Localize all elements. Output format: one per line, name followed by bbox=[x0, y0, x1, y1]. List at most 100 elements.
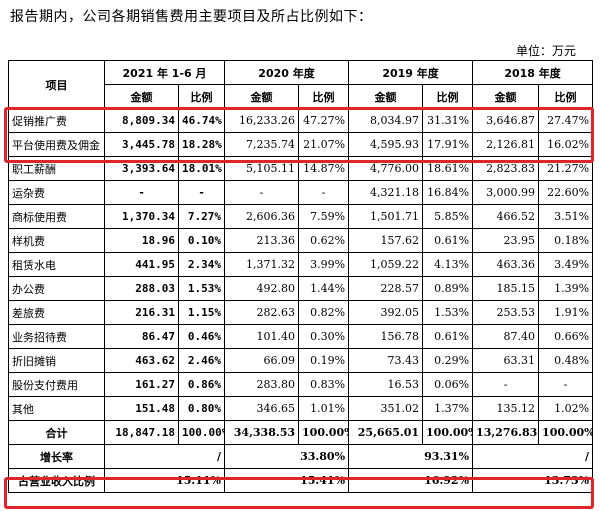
ratio-cell: 100.00% bbox=[422, 420, 474, 445]
amount-cell: 63.31 bbox=[472, 348, 540, 373]
ratio-cell: - bbox=[538, 372, 594, 397]
ratio-cell: 2.34% bbox=[177, 252, 226, 277]
row-item-name: 其他 bbox=[8, 396, 105, 421]
amount-cell: 101.40 bbox=[224, 324, 300, 349]
amount-cell: 2,823.83 bbox=[472, 156, 540, 181]
amount-cell: 2,126.81 bbox=[472, 132, 540, 157]
header-period-2020: 2020 年度 bbox=[224, 60, 350, 85]
amount-cell: 351.02 bbox=[348, 396, 424, 421]
table-row: 差旅费 216.31 1.15% 282.63 0.82% 392.05 1.53% 253.… bbox=[8, 300, 594, 325]
table-row: 职工薪酬 3,393.64 18.01% 5,105.11 14.87% 4,776.00… bbox=[8, 156, 594, 181]
ratio-cell: 7.27% bbox=[177, 204, 226, 229]
row-item-name: 商标使用费 bbox=[8, 204, 105, 229]
amount-cell: 288.03 bbox=[104, 276, 179, 301]
header-amount: 金额 bbox=[472, 84, 540, 109]
ratio-cell: 1.15% bbox=[177, 300, 226, 325]
revenue-ratio-cell: 15.41% bbox=[224, 468, 350, 493]
growth-cell: 93.31% bbox=[348, 444, 474, 469]
ratio-cell: 7.59% bbox=[298, 204, 350, 229]
ratio-cell: 0.80% bbox=[177, 396, 226, 421]
amount-cell: 2,606.36 bbox=[224, 204, 300, 229]
amount-cell: 135.12 bbox=[472, 396, 540, 421]
revenue-ratio-cell: 15.11% bbox=[103, 468, 226, 493]
amount-cell: 8,034.97 bbox=[348, 108, 424, 133]
amount-cell: 18,847.18 bbox=[104, 420, 179, 445]
header-ratio: 比例 bbox=[538, 84, 594, 109]
amount-cell: 1,059.22 bbox=[348, 252, 424, 277]
amount-cell: 4,595.93 bbox=[348, 132, 424, 157]
amount-cell: 466.52 bbox=[472, 204, 540, 229]
amount-cell: 1,370.34 bbox=[104, 204, 179, 229]
amount-cell: 346.65 bbox=[224, 396, 300, 421]
row-item-name: 折旧摊销 bbox=[8, 348, 105, 373]
row-item-name: 职工薪酬 bbox=[8, 156, 105, 181]
ratio-cell: 0.30% bbox=[298, 324, 350, 349]
ratio-cell: 0.62% bbox=[298, 228, 350, 253]
amount-cell: 16.53 bbox=[348, 372, 424, 397]
row-item-name: 运杂费 bbox=[8, 180, 105, 205]
ratio-cell: 27.47% bbox=[538, 108, 594, 133]
ratio-cell: 1.53% bbox=[177, 276, 226, 301]
header-ratio: 比例 bbox=[422, 84, 474, 109]
amount-cell: 157.62 bbox=[348, 228, 424, 253]
ratio-cell: 0.82% bbox=[298, 300, 350, 325]
header-ratio: 比例 bbox=[177, 84, 226, 109]
header-amount: 金额 bbox=[224, 84, 300, 109]
ratio-cell: 47.27% bbox=[298, 108, 350, 133]
unit-label: 单位：万元 bbox=[515, 44, 576, 58]
amount-cell: 73.43 bbox=[348, 348, 424, 373]
growth-cell: 33.80% bbox=[224, 444, 350, 469]
table-row: 促销推广费 8,809.34 46.74% 16,233.26 47.27% 8,034.… bbox=[8, 108, 594, 133]
amount-cell: 282.63 bbox=[224, 300, 300, 325]
amount-cell: 463.62 bbox=[104, 348, 179, 373]
amount-cell: 1,501.71 bbox=[348, 204, 424, 229]
revenue-ratio-cell: 13.73% bbox=[472, 468, 594, 493]
ratio-cell: 1.91% bbox=[538, 300, 594, 325]
amount-cell: 213.36 bbox=[224, 228, 300, 253]
amount-cell: - bbox=[104, 180, 179, 205]
amount-cell: 185.15 bbox=[472, 276, 540, 301]
ratio-cell: 1.44% bbox=[298, 276, 350, 301]
amount-cell: 34,338.53 bbox=[224, 420, 300, 445]
ratio-cell: 46.74% bbox=[177, 108, 226, 133]
amount-cell: 283.80 bbox=[224, 372, 300, 397]
ratio-cell: 0.06% bbox=[422, 372, 474, 397]
amount-cell: 228.57 bbox=[348, 276, 424, 301]
amount-cell: 3,000.99 bbox=[472, 180, 540, 205]
amount-cell: 392.05 bbox=[348, 300, 424, 325]
row-item-name: 租赁水电 bbox=[8, 252, 105, 277]
amount-cell: 66.09 bbox=[224, 348, 300, 373]
table-row: 商标使用费 1,370.34 7.27% 2,606.36 7.59% 1,501.71 5… bbox=[8, 204, 594, 229]
table-row: 租赁水电 441.95 2.34% 1,371.32 3.99% 1,059.22 4.13… bbox=[8, 252, 594, 277]
amount-cell: - bbox=[224, 180, 300, 205]
table-row: 其他 151.48 0.80% 346.65 1.01% 351.02 1.37% 135.1… bbox=[8, 396, 594, 421]
growth-cell: / bbox=[103, 444, 226, 469]
table-row: 办公费 288.03 1.53% 492.80 1.44% 228.57 0.89% 185.… bbox=[8, 276, 594, 301]
row-item-name: 股份支付费用 bbox=[8, 372, 105, 397]
amount-cell: 8,809.34 bbox=[104, 108, 179, 133]
header-ratio: 比例 bbox=[298, 84, 350, 109]
ratio-cell: 1.53% bbox=[422, 300, 474, 325]
ratio-cell: 1.39% bbox=[538, 276, 594, 301]
ratio-cell: 1.37% bbox=[422, 396, 474, 421]
header-period-2019: 2019 年度 bbox=[348, 60, 474, 85]
revenue-ratio-row: 占营业收入比例 15.11% 15.41% 16.92% 13.73% bbox=[8, 468, 594, 493]
growth-row: 增长率/33.80% 93.31% / bbox=[8, 444, 594, 469]
ratio-cell: 2.46% bbox=[177, 348, 226, 373]
ratio-cell: 0.89% bbox=[422, 276, 474, 301]
table-row: 股份支付费用 161.27 0.86% 283.80 0.83% 16.53 0.06% - - bbox=[8, 372, 594, 397]
ratio-cell: 100.00% bbox=[177, 420, 226, 445]
intro-text: 报告期内，公司各期销售费用主要项目及所占比例如下： bbox=[10, 9, 373, 25]
header-period-2021h1: 2021 年 1-6 月 bbox=[103, 60, 226, 85]
amount-cell: 492.80 bbox=[224, 276, 300, 301]
amount-cell: 4,321.18 bbox=[348, 180, 424, 205]
ratio-cell: 18.28% bbox=[177, 132, 226, 157]
row-item-name: 差旅费 bbox=[8, 300, 105, 325]
sales-expense-table: 项目 2021 年 1-6 月 2020 年度 2019 年度 2018 年度 … bbox=[8, 60, 594, 493]
ratio-cell: 14.87% bbox=[298, 156, 350, 181]
header-amount: 金额 bbox=[348, 84, 424, 109]
ratio-cell: 0.48% bbox=[538, 348, 594, 373]
ratio-cell: - bbox=[298, 180, 350, 205]
amount-cell: 3,646.87 bbox=[472, 108, 540, 133]
amount-cell: 463.36 bbox=[472, 252, 540, 277]
